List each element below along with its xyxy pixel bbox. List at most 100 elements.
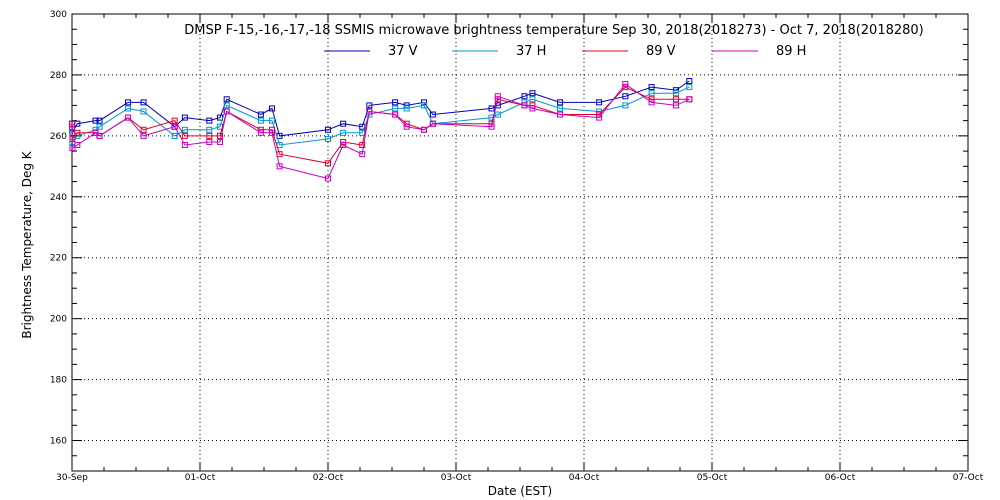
data-point [257,129,264,136]
data-point [125,99,131,106]
data-point [96,132,103,139]
data-point [622,102,629,109]
data-point [686,78,693,85]
data-point [622,93,629,100]
series-line-89h [71,83,690,180]
x-tick-label: 02-Oct [313,473,344,483]
data-point [181,142,188,149]
data-point [140,99,147,106]
series-line-89v [71,86,690,164]
data-point [529,90,536,97]
data-point [92,129,99,136]
data-point [181,114,188,121]
data-point [257,117,264,124]
data-point [366,108,373,115]
data-point [325,160,331,167]
y-axis-title: Brightness Temperature, Deg K [20,150,34,338]
data-point [325,175,331,182]
data-point [181,126,188,133]
legend: 37 V 37 H 89 V 89 H [324,44,806,59]
data-point [269,129,275,136]
data-point [673,90,679,97]
data-point [125,114,131,121]
data-point [140,126,147,133]
series-37v [69,78,693,139]
data-point [257,111,264,118]
series-line-37h [71,86,690,146]
series-37h [69,84,693,149]
data-point [140,108,147,115]
data-point [686,84,693,91]
x-tick-label: 07-Oct [953,473,984,483]
data-point [325,135,331,142]
data-point [96,123,103,130]
data-point [269,117,275,124]
plot-frame [71,13,969,472]
data-point [494,93,501,100]
data-point [392,99,399,106]
data-point [74,129,81,136]
data-point [521,99,528,106]
legend-label-89v: 89 V [646,44,676,59]
y-tick-label: 220 [50,254,67,264]
data-point [181,132,188,139]
data-point [92,117,99,124]
y-tick-label: 180 [50,376,67,386]
data-point [557,111,563,118]
data-point [206,132,213,139]
legend-label-89h: 89 H [776,44,806,59]
legend-label-37v: 37 V [388,44,418,59]
data-point [325,126,331,133]
data-point [276,163,283,170]
data-point [392,111,399,118]
y-tick-label: 260 [50,132,67,142]
data-point [217,138,223,145]
data-point [69,123,75,130]
data-point [529,96,536,103]
data-point [403,123,410,130]
x-tick-label: 05-Oct [697,473,728,483]
data-point [340,120,347,127]
data-point [521,93,528,100]
data-point [366,102,373,109]
y-tick-label: 200 [50,315,67,325]
grid-lines [72,14,968,471]
data-point [488,114,495,121]
data-point [171,123,178,130]
x-axis-title: Date (EST) [488,484,552,498]
legend-label-37h: 37 H [516,44,546,59]
data-point [596,114,603,121]
data-point [340,142,347,149]
series-line-37v [71,80,690,137]
data-point [217,132,223,139]
data-point [557,99,563,106]
data-point [125,105,131,112]
data-point [557,105,563,112]
data-point [359,151,366,158]
data-point [421,126,427,133]
data-point [686,96,693,103]
y-tick-label: 240 [50,193,67,203]
x-tick-label: 30-Sep [56,473,88,483]
data-point [140,132,147,139]
data-point [171,117,178,124]
data-point [403,105,410,112]
data-point [206,117,213,124]
data-point [171,132,178,139]
data-point [429,120,436,127]
data-point [494,111,501,118]
data-point [596,99,603,106]
data-point [340,129,347,136]
axis-ticks [71,13,969,472]
data-point [223,102,230,109]
data-point [622,81,629,88]
data-point [494,102,501,109]
data-point [223,96,230,103]
series-89v [69,84,693,167]
data-point [648,90,655,97]
data-point [392,105,399,112]
series-89h [69,81,693,182]
data-point [269,105,275,112]
y-tick-label: 280 [50,71,67,81]
data-point [529,105,536,112]
